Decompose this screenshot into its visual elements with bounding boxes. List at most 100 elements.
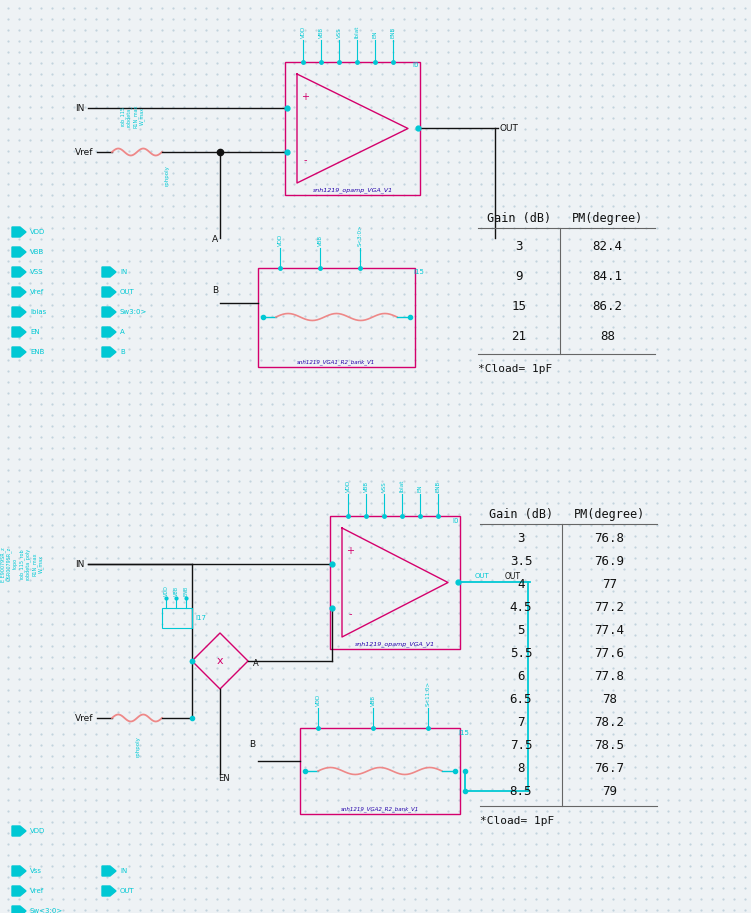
Polygon shape — [102, 307, 116, 317]
Text: 82.4: 82.4 — [593, 239, 623, 253]
Text: VDD: VDD — [300, 26, 306, 38]
Text: IN: IN — [75, 560, 84, 569]
Text: A: A — [212, 235, 218, 244]
Text: Vss: Vss — [30, 868, 42, 874]
Text: S<3:0>: S<3:0> — [357, 225, 363, 246]
Text: EN: EN — [218, 773, 230, 782]
Text: 78: 78 — [602, 693, 617, 706]
Text: Gain (dB): Gain (dB) — [489, 508, 553, 521]
Polygon shape — [12, 267, 26, 277]
Polygon shape — [12, 906, 26, 913]
Text: VBB: VBB — [318, 27, 324, 38]
Polygon shape — [12, 347, 26, 357]
Text: 86.2: 86.2 — [593, 299, 623, 312]
Text: 77.2: 77.2 — [595, 601, 625, 614]
Text: 79: 79 — [602, 785, 617, 798]
Text: I0: I0 — [452, 518, 459, 524]
Text: VBB: VBB — [363, 481, 369, 492]
Text: snh1219_opamp_VGA_V1: snh1219_opamp_VGA_V1 — [312, 187, 393, 193]
Text: ENB: ENB — [391, 26, 396, 38]
Polygon shape — [102, 327, 116, 337]
Text: rphpoly: rphpoly — [135, 736, 140, 757]
Bar — [162, 608, 192, 628]
Text: +: + — [301, 92, 309, 102]
Text: 21: 21 — [511, 330, 526, 342]
Polygon shape — [102, 866, 116, 876]
Polygon shape — [102, 287, 116, 297]
Text: A: A — [253, 659, 259, 668]
Text: IbIat: IbIat — [354, 26, 360, 38]
Text: EN: EN — [372, 30, 378, 38]
Polygon shape — [12, 287, 26, 297]
Text: 6: 6 — [517, 670, 525, 683]
Text: 77.4: 77.4 — [595, 624, 625, 637]
Polygon shape — [12, 307, 26, 317]
Text: 4.5: 4.5 — [510, 601, 532, 614]
Text: VDD: VDD — [345, 479, 351, 492]
Polygon shape — [12, 327, 26, 337]
Text: EN: EN — [30, 329, 40, 335]
Text: Ibias: Ibias — [30, 309, 47, 315]
Text: I0: I0 — [412, 62, 418, 68]
Text: 77.8: 77.8 — [595, 670, 625, 683]
Text: Vref: Vref — [75, 148, 94, 156]
Text: IbIat: IbIat — [400, 479, 405, 492]
Text: 78.5: 78.5 — [595, 739, 625, 752]
Text: B: B — [249, 740, 255, 749]
Text: IN: IN — [120, 868, 127, 874]
Text: Sw3:0>: Sw3:0> — [120, 309, 147, 315]
Text: -: - — [303, 155, 306, 165]
Text: OUT: OUT — [120, 888, 134, 894]
Text: 3: 3 — [517, 532, 525, 545]
Text: Vref: Vref — [30, 289, 44, 295]
Text: 76.9: 76.9 — [595, 555, 625, 568]
Text: VDD: VDD — [30, 229, 45, 235]
Text: *Cload= 1pF: *Cload= 1pF — [478, 364, 552, 374]
Text: VDD: VDD — [278, 234, 282, 246]
Text: OUT: OUT — [120, 289, 134, 295]
Text: PM(degree): PM(degree) — [572, 212, 643, 225]
Text: VDD: VDD — [164, 585, 168, 596]
Text: IN: IN — [120, 269, 127, 275]
Text: 3: 3 — [515, 239, 523, 253]
Text: rphpoly: rphpoly — [164, 165, 170, 186]
Text: ENB: ENB — [30, 349, 44, 355]
Text: 5.5: 5.5 — [510, 647, 532, 660]
Bar — [285, 62, 420, 195]
Text: I15: I15 — [413, 269, 424, 275]
Text: 88: 88 — [600, 330, 615, 342]
Text: VBB: VBB — [173, 586, 179, 596]
Text: 76.8: 76.8 — [595, 532, 625, 545]
Text: VSS: VSS — [382, 481, 387, 492]
Text: I17: I17 — [195, 615, 206, 621]
Text: B: B — [120, 349, 125, 355]
Text: 8: 8 — [517, 762, 525, 775]
Text: Sw<3:0>: Sw<3:0> — [30, 908, 63, 913]
Text: 76.7: 76.7 — [595, 762, 625, 775]
Text: 6.5: 6.5 — [510, 693, 532, 706]
Text: VSS: VSS — [336, 27, 342, 38]
Text: 15: 15 — [511, 299, 526, 312]
Text: ENB: ENB — [436, 481, 441, 492]
Text: x: x — [217, 656, 223, 666]
Text: I15: I15 — [458, 730, 469, 736]
Text: 4: 4 — [517, 578, 525, 591]
Polygon shape — [12, 886, 26, 896]
Text: Vref: Vref — [75, 713, 94, 722]
Text: VDD: VDD — [30, 828, 45, 834]
Polygon shape — [102, 267, 116, 277]
Text: VSS: VSS — [30, 269, 44, 275]
Text: 7.5: 7.5 — [510, 739, 532, 752]
Text: VBB: VBB — [318, 235, 322, 246]
Text: 8.5: 8.5 — [510, 785, 532, 798]
Polygon shape — [102, 886, 116, 896]
Text: snh1219_VGA1_R2_bank_V1: snh1219_VGA1_R2_bank_V1 — [297, 360, 376, 365]
Bar — [258, 268, 415, 367]
Text: OUT: OUT — [475, 573, 490, 579]
Text: S<11:0>: S<11:0> — [426, 681, 430, 706]
Text: *Cload= 1pF: *Cload= 1pF — [480, 816, 554, 826]
Text: 7: 7 — [517, 716, 525, 729]
Text: ENB: ENB — [183, 586, 189, 596]
Text: B: B — [212, 286, 218, 295]
Bar — [330, 516, 460, 649]
